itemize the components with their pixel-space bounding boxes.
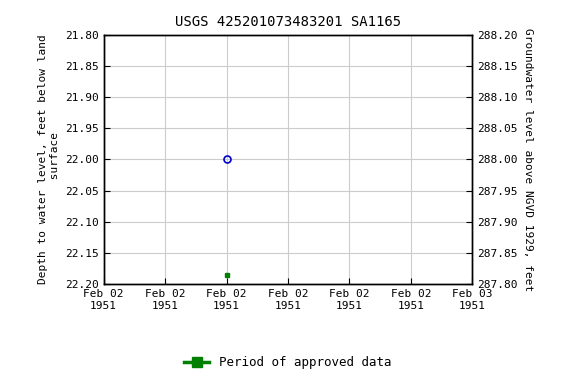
- Y-axis label: Groundwater level above NGVD 1929, feet: Groundwater level above NGVD 1929, feet: [523, 28, 533, 291]
- Title: USGS 425201073483201 SA1165: USGS 425201073483201 SA1165: [175, 15, 401, 29]
- Legend: Period of approved data: Period of approved data: [179, 351, 397, 374]
- Y-axis label: Depth to water level, feet below land
 surface: Depth to water level, feet below land su…: [38, 35, 59, 284]
